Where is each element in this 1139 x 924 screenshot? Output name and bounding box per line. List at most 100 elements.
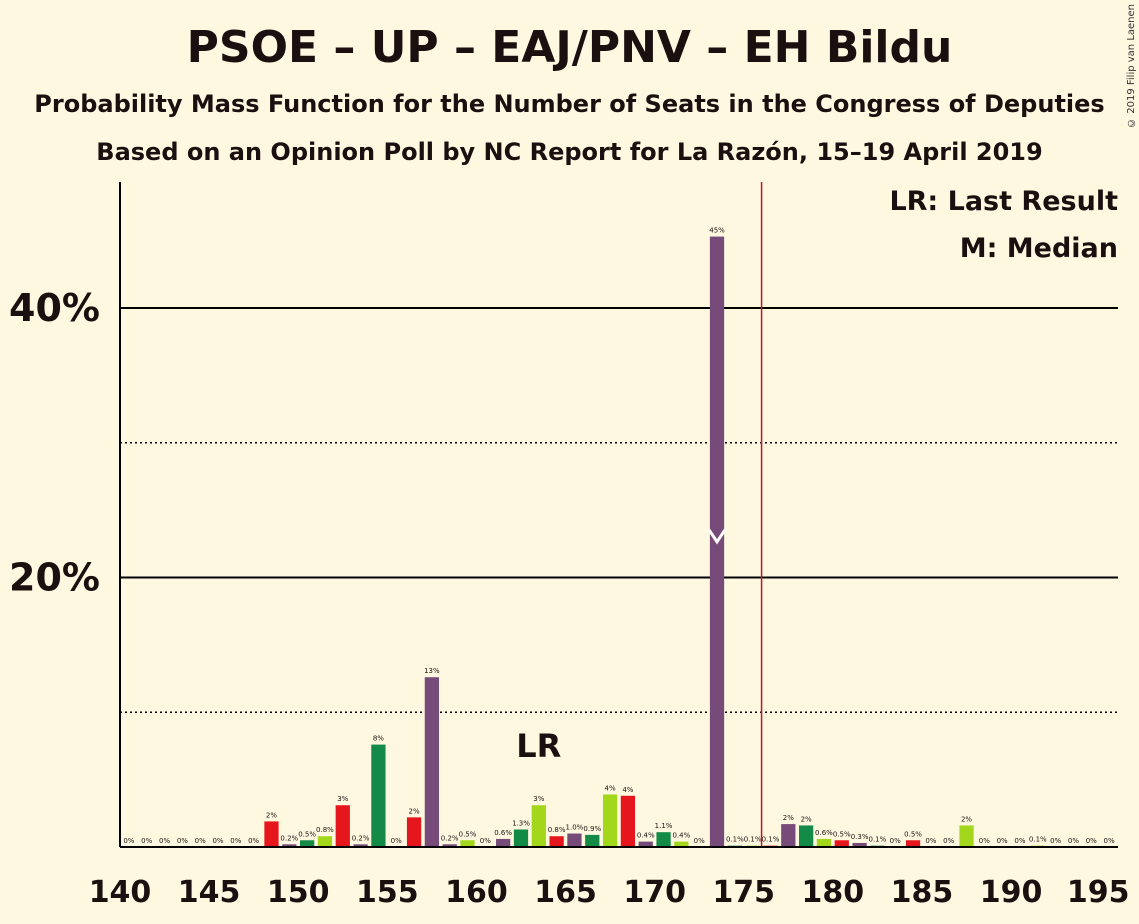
bar-157 bbox=[424, 677, 440, 847]
bar-label-165: 1.0% bbox=[566, 824, 584, 832]
bar-label-143: 0% bbox=[177, 837, 188, 845]
bar-label-186: 0% bbox=[943, 837, 954, 845]
x-tick-label-155: 155 bbox=[356, 875, 419, 910]
bar-150 bbox=[299, 840, 315, 847]
bar-162 bbox=[513, 829, 529, 847]
bar-label-151: 0.8% bbox=[316, 826, 334, 834]
bar-label-187: 2% bbox=[961, 815, 972, 823]
bar-label-194: 0% bbox=[1086, 837, 1097, 845]
bar-label-179: 0.6% bbox=[815, 829, 833, 837]
x-tick-label-165: 165 bbox=[534, 875, 597, 910]
bar-154 bbox=[371, 744, 386, 847]
bar-label-158: 0.2% bbox=[441, 834, 459, 842]
bar-151 bbox=[317, 836, 333, 847]
x-tick-label-195: 195 bbox=[1067, 875, 1130, 910]
bar-label-141: 0% bbox=[141, 837, 152, 845]
bar-label-180: 0.5% bbox=[833, 830, 851, 838]
bar-148 bbox=[264, 821, 279, 847]
last-result-label: LR bbox=[516, 727, 561, 765]
bar-label-155: 0% bbox=[391, 837, 402, 845]
bar-180 bbox=[834, 840, 849, 847]
bar-label-195: 0% bbox=[1104, 837, 1115, 845]
bar-label-190: 0% bbox=[1014, 837, 1025, 845]
chart-title: PSOE – UP – EAJ/PNV – EH Bildu bbox=[186, 22, 953, 73]
bar-label-146: 0% bbox=[230, 837, 241, 845]
bar-label-161: 0.6% bbox=[494, 829, 512, 837]
bar-label-142: 0% bbox=[159, 837, 170, 845]
x-tick-label-150: 150 bbox=[267, 875, 330, 910]
bar-label-188: 0% bbox=[979, 837, 990, 845]
bar-164 bbox=[549, 836, 564, 847]
bar-label-191: 0.1% bbox=[1029, 836, 1047, 844]
bar-label-156: 2% bbox=[408, 807, 419, 815]
bar-label-160: 0% bbox=[480, 837, 491, 845]
chart-subtitle-1: Probability Mass Function for the Number… bbox=[34, 90, 1105, 118]
bar-label-167: 4% bbox=[605, 784, 616, 792]
bar-label-152: 3% bbox=[337, 795, 348, 803]
bar-label-154: 8% bbox=[373, 735, 384, 743]
bar-152 bbox=[335, 805, 350, 847]
bar-label-177: 2% bbox=[783, 814, 794, 822]
bar-label-178: 2% bbox=[801, 815, 812, 823]
bar-170 bbox=[656, 832, 671, 847]
x-tick-label-160: 160 bbox=[445, 875, 508, 910]
bar-label-193: 0% bbox=[1068, 837, 1079, 845]
bar-168 bbox=[620, 795, 636, 847]
bar-169 bbox=[638, 841, 653, 847]
bar-label-174: 0.1% bbox=[726, 836, 744, 844]
bar-166 bbox=[585, 834, 600, 847]
bar-167 bbox=[602, 794, 618, 847]
y-tick-label: 20% bbox=[9, 556, 100, 600]
bar-171 bbox=[674, 841, 689, 847]
bar-179 bbox=[816, 838, 832, 847]
bar-label-144: 0% bbox=[195, 837, 206, 845]
bar-153 bbox=[353, 844, 368, 847]
bar-177 bbox=[781, 824, 796, 847]
bar-label-183: 0% bbox=[890, 837, 901, 845]
bar-label-182: 0.1% bbox=[869, 836, 887, 844]
bar-178 bbox=[798, 825, 814, 847]
bar-159 bbox=[460, 840, 475, 847]
bar-label-149: 0.2% bbox=[280, 834, 298, 842]
legend-last-result: LR: Last Result bbox=[889, 186, 1118, 217]
bar-label-169: 0.4% bbox=[637, 832, 655, 840]
bar-label-145: 0% bbox=[212, 837, 223, 845]
bar-label-171: 0.4% bbox=[672, 832, 690, 840]
bar-label-163: 3% bbox=[533, 795, 544, 803]
bar-label-150: 0.5% bbox=[298, 830, 316, 838]
bar-label-147: 0% bbox=[248, 837, 259, 845]
bar-label-176: 0.1% bbox=[762, 836, 780, 844]
bar-187 bbox=[959, 825, 974, 847]
x-tick-label-190: 190 bbox=[980, 875, 1043, 910]
x-tick-label-180: 180 bbox=[802, 875, 865, 910]
x-tick-label-170: 170 bbox=[623, 875, 686, 910]
bar-label-184: 0.5% bbox=[904, 830, 922, 838]
x-tick-label-140: 140 bbox=[89, 875, 152, 910]
x-tick-label-185: 185 bbox=[891, 875, 954, 910]
bar-149 bbox=[282, 844, 297, 847]
x-tick-label-175: 175 bbox=[712, 875, 775, 910]
bar-158 bbox=[442, 844, 457, 847]
median-marker bbox=[707, 528, 727, 545]
bar-label-170: 1.1% bbox=[655, 822, 673, 830]
bar-label-166: 0.9% bbox=[583, 825, 601, 833]
bar-label-159: 0.5% bbox=[459, 830, 477, 838]
bar-label-172: 0% bbox=[694, 837, 705, 845]
bar-label-189: 0% bbox=[997, 837, 1008, 845]
bar-label-140: 0% bbox=[123, 837, 134, 845]
bar-label-153: 0.2% bbox=[352, 834, 370, 842]
bar-156 bbox=[406, 817, 422, 847]
bar-label-181: 0.3% bbox=[851, 833, 869, 841]
bar-label-168: 4% bbox=[622, 786, 633, 794]
bar-label-162: 1.3% bbox=[512, 819, 530, 827]
bar-label-175: 0.1% bbox=[744, 836, 762, 844]
bar-165 bbox=[567, 833, 582, 847]
bar-161 bbox=[496, 838, 511, 847]
bar-181 bbox=[852, 842, 867, 847]
bar-label-173: 45% bbox=[709, 227, 725, 235]
bar-label-157: 13% bbox=[424, 667, 440, 675]
y-tick-label: 40% bbox=[9, 286, 100, 330]
bar-label-185: 0% bbox=[925, 837, 936, 845]
bar-184 bbox=[905, 840, 921, 847]
